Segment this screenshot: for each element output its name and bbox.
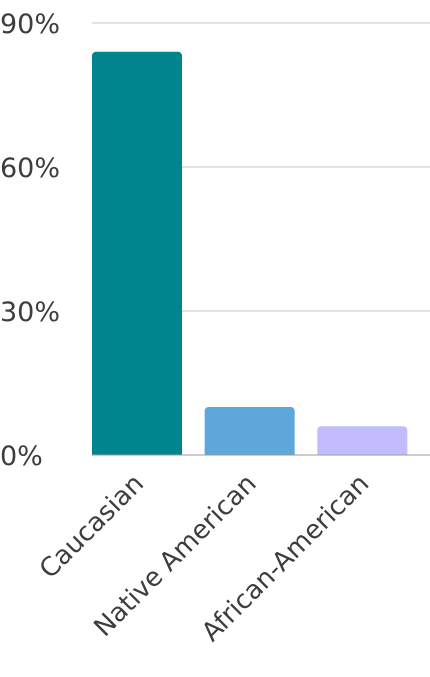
bar-base-native-american <box>204 450 295 455</box>
y-tick-label: 30% <box>0 297 60 328</box>
y-axis-tick-labels: 0% 30% 60% 90% <box>0 9 60 472</box>
y-tick-label: 0% <box>0 441 43 472</box>
bar-african-american <box>317 426 408 455</box>
x-tick-label: Caucasian <box>34 469 150 585</box>
y-tick-label: 60% <box>0 153 60 184</box>
bar-base-african-american <box>317 450 408 455</box>
y-tick-label: 90% <box>0 9 60 40</box>
bar-native-american <box>204 407 295 455</box>
bar-base-caucasian <box>92 450 182 455</box>
bars <box>92 51 408 456</box>
bar-caucasian <box>92 51 182 456</box>
